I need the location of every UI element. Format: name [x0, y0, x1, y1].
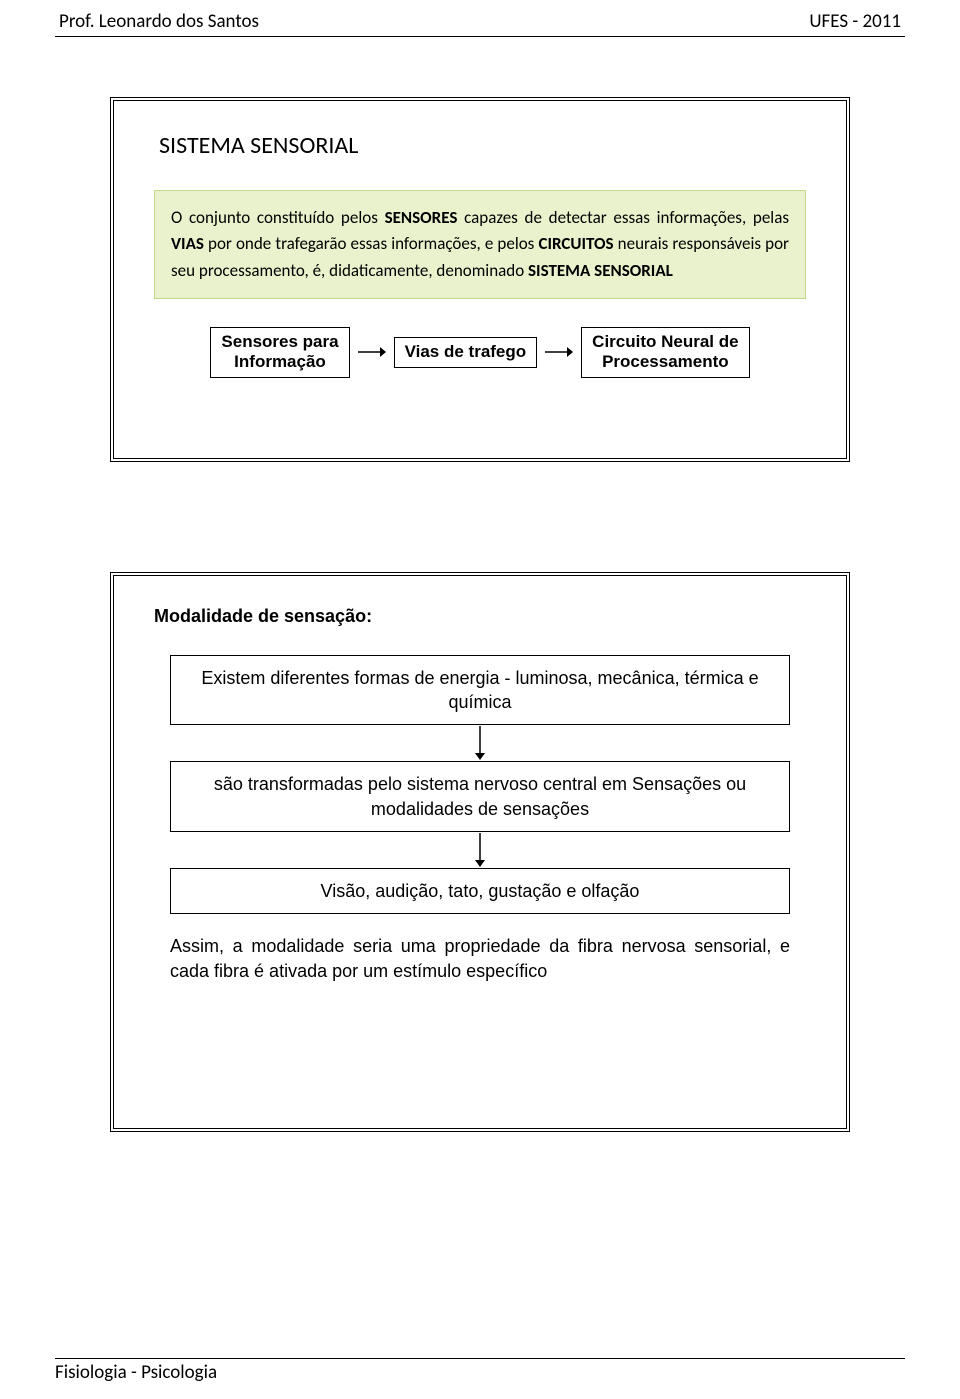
flow-box-circuito-l1: Circuito Neural de — [592, 332, 738, 352]
page-footer: Fisiologia - Psicologia — [55, 1358, 905, 1384]
header-left: Prof. Leonardo dos Santos — [59, 10, 259, 33]
flow-box-circuito-l2: Processamento — [592, 352, 738, 372]
arrow-down-icon — [473, 725, 487, 761]
slide2-box-energia: Existem diferentes formas de energia - l… — [170, 655, 790, 726]
slide-sistema-sensorial: SISTEMA SENSORIAL O conjunto constituído… — [110, 97, 850, 462]
slide2-title: Modalidade de sensação: — [154, 606, 816, 627]
page: Prof. Leonardo dos Santos UFES - 2011 SI… — [0, 0, 960, 1399]
slide-modalidade: Modalidade de sensação: Existem diferent… — [110, 572, 850, 1132]
slide1-title: SISTEMA SENSORIAL — [159, 131, 816, 160]
flow-box-circuito: Circuito Neural de Processamento — [581, 327, 749, 378]
flow-box-sensores-l2: Informação — [221, 352, 338, 372]
slide2-final-text: Assim, a modalidade seria uma propriedad… — [170, 934, 790, 983]
header-right: UFES - 2011 — [809, 10, 901, 33]
arrow-right-icon — [543, 341, 575, 363]
slide1-intro-box: O conjunto constituído pelos SENSORES ca… — [154, 190, 806, 299]
header-rule — [55, 36, 905, 37]
arrow-right-icon — [356, 341, 388, 363]
flow-box-sensores-l1: Sensores para — [221, 332, 338, 352]
arrow-down-icon — [473, 832, 487, 868]
flow-box-vias: Vias de trafego — [394, 337, 538, 367]
slide1-flow: Sensores para Informação Vias de trafego… — [144, 327, 816, 378]
slide2-flow: Existem diferentes formas de energia - l… — [144, 655, 816, 983]
page-header: Prof. Leonardo dos Santos UFES - 2011 — [55, 10, 905, 36]
slide2-box-transformadas: são transformadas pelo sistema nervoso c… — [170, 761, 790, 832]
slide2-box-sentidos: Visão, audição, tato, gustação e olfação — [170, 868, 790, 914]
flow-box-sensores: Sensores para Informação — [210, 327, 349, 378]
